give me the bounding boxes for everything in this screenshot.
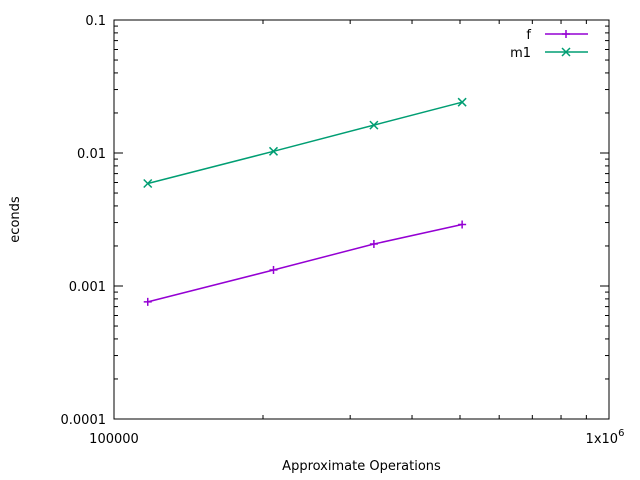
plot-frame [113, 19, 610, 420]
x-tick-label: 1x106 [586, 428, 625, 447]
x-axis-label: Approximate Operations [282, 459, 441, 474]
plot-border [113, 19, 610, 420]
series-m1 [143, 97, 467, 189]
y-tick-label: 0.0001 [61, 413, 107, 428]
x-tick-label: 100000 [89, 432, 139, 447]
y-tick-label: 0.01 [77, 147, 106, 162]
series-lines [143, 97, 467, 306]
data-point-m1 [369, 120, 379, 130]
legend-marker-f [562, 30, 570, 38]
legend: f m1 [510, 28, 588, 61]
data-point-m1 [457, 97, 467, 107]
series-f [143, 220, 467, 306]
data-point-f [458, 220, 467, 229]
legend-item-m1: m1 [510, 46, 588, 61]
legend-marker-m1-stroke [561, 47, 571, 57]
data-point-m1 [143, 178, 153, 189]
legend-label: m1 [510, 46, 531, 61]
data-point-f [143, 297, 152, 306]
data-point-f [269, 265, 278, 274]
series-line-m1 [147, 101, 463, 185]
legend-label: f [526, 28, 531, 43]
tick-labels: 0.0001 0.001 0.01 0.1 100000 1x106 [61, 14, 625, 447]
data-point-m1 [268, 146, 279, 156]
data-point-m1-stroke [369, 120, 379, 130]
legend-item-f: f [526, 28, 588, 43]
x-tick-label-base: 1x10 [586, 432, 619, 447]
data-point-m1-stroke [143, 178, 153, 189]
y-axis-label: econds [8, 196, 23, 243]
x-tick-label-exponent: 6 [618, 428, 624, 439]
legend-marker-m1 [561, 47, 571, 57]
x-tick-label-base: 100000 [89, 432, 139, 447]
series-line-f [147, 223, 463, 303]
y-tick-label: 0.001 [69, 280, 106, 295]
y-tick-label: 0.1 [85, 14, 106, 29]
data-point-m1-stroke [268, 146, 279, 156]
data-point-f [369, 239, 378, 248]
axis-ticks [113, 19, 610, 420]
data-point-m1-stroke [457, 97, 467, 107]
